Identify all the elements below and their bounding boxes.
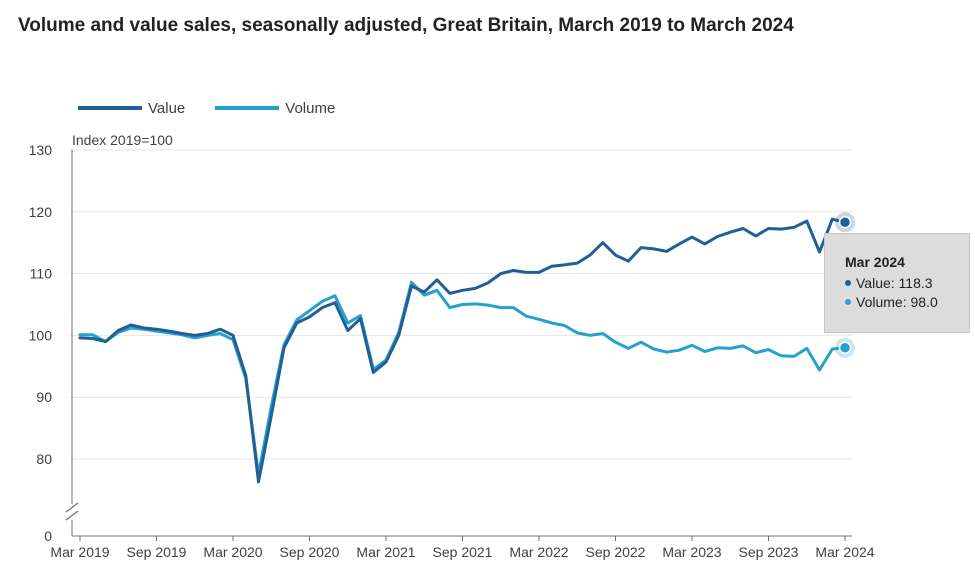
x-tick-label: Mar 2022	[509, 544, 568, 560]
x-tick-label: Sep 2019	[127, 544, 187, 560]
tooltip-volume-row: Volume: 98.0	[845, 293, 969, 312]
x-tick-label: Mar 2021	[356, 544, 415, 560]
y-tick-label: 120	[29, 204, 53, 220]
axis-break-mark	[65, 502, 79, 513]
series-lines	[78, 217, 847, 484]
x-tick-label: Sep 2020	[280, 544, 340, 560]
marker-volume[interactable]	[838, 341, 852, 355]
tooltip-volume-dot	[845, 299, 851, 306]
y-tick-label: 130	[29, 142, 53, 158]
series-line-volume[interactable]	[78, 280, 847, 476]
y-tick-label: 100	[29, 327, 53, 343]
x-tick-label: Sep 2022	[586, 544, 646, 560]
y-tick-label: 80	[36, 451, 52, 467]
legend-label-value: Value	[148, 99, 186, 117]
x-tick-label: Mar 2019	[50, 544, 109, 560]
tooltip-value-row: Value: 118.3	[845, 274, 969, 293]
legend-swatch-value	[78, 106, 142, 110]
chart-title: Volume and value sales, seasonally adjus…	[18, 15, 794, 36]
marker-value[interactable]	[838, 216, 852, 229]
x-tick-label: Mar 2023	[662, 544, 721, 560]
y-tick-label: 110	[30, 266, 53, 282]
axis-break-mark	[65, 510, 79, 521]
x-tick-label: Sep 2023	[739, 544, 799, 560]
y-tick-label: 90	[36, 389, 52, 405]
tooltip: Mar 2024 Value: 118.3 Volume: 98.0	[824, 233, 970, 333]
legend-item-volume[interactable]: Volume	[215, 100, 335, 117]
y-axis-label: Index 2019=100	[72, 132, 173, 148]
y-tick-label: 0	[44, 528, 52, 544]
legend-item-value[interactable]: Value	[78, 100, 185, 117]
tooltip-value-text: Value: 118.3	[856, 275, 933, 291]
x-tick-label: Sep 2021	[433, 544, 493, 560]
chart-legend: Value Volume	[78, 98, 365, 118]
tooltip-value-dot	[845, 280, 851, 287]
x-tick-label: Mar 2020	[203, 544, 262, 560]
hover-markers	[835, 212, 855, 358]
legend-swatch-volume	[215, 106, 280, 110]
legend-label-volume: Volume	[285, 99, 336, 117]
x-tick-label: Mar 2024	[815, 544, 874, 560]
tooltip-title: Mar 2024	[845, 254, 905, 270]
tooltip-volume-text: Volume: 98.0	[856, 294, 938, 310]
series-line-value[interactable]	[78, 217, 847, 484]
